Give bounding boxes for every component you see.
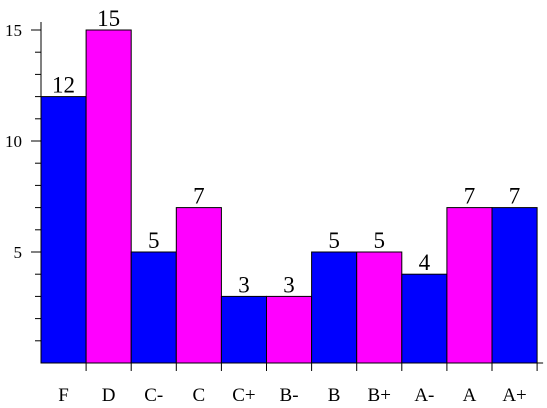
x-tick-label-B+: B+ <box>368 385 391 406</box>
bar-C <box>175 207 222 364</box>
bar-B+ <box>356 251 403 364</box>
bar-D <box>85 29 132 364</box>
data-label-F: 12 <box>52 73 75 98</box>
data-labels-group: 12 15 5 7 3 3 5 5 4 7 7 <box>52 6 520 297</box>
bar-A- <box>401 273 448 364</box>
data-label-C-: 5 <box>148 228 160 253</box>
axes-group <box>40 22 544 364</box>
x-tick-label-C: C <box>193 385 206 406</box>
bar-A+ <box>491 207 538 364</box>
bar-C- <box>130 251 177 364</box>
x-tick-label-C+: C+ <box>232 385 255 406</box>
bar-B <box>311 251 358 364</box>
bars-group <box>40 29 538 364</box>
y-tick-label-5: 5 <box>14 243 23 262</box>
x-tick-label-B: B <box>328 385 341 406</box>
y-tick-label-10: 10 <box>5 132 22 151</box>
data-label-D: 15 <box>97 6 120 31</box>
data-label-A-: 4 <box>419 250 431 275</box>
x-tick-label-F: F <box>58 385 69 406</box>
x-tick-label-D: D <box>102 385 116 406</box>
data-label-B+: 5 <box>374 228 386 253</box>
x-tick-label-A: A <box>463 385 477 406</box>
data-label-B-: 3 <box>283 272 295 297</box>
x-ticks-group: F D C- C C+ B- B B+ A- A A+ <box>58 363 538 406</box>
data-label-C: 7 <box>193 184 205 209</box>
x-tick-label-C-: C- <box>144 385 163 406</box>
x-tick-label-B-: B- <box>280 385 299 406</box>
data-label-A: 7 <box>464 184 476 209</box>
x-tick-label-A-: A- <box>414 385 434 406</box>
data-label-B: 5 <box>328 228 340 253</box>
x-tick-label-A+: A+ <box>502 385 526 406</box>
data-label-C+: 3 <box>238 272 250 297</box>
y-tick-label-15: 15 <box>5 21 22 40</box>
bar-B- <box>266 295 313 364</box>
bar-A <box>446 207 493 364</box>
bar-F <box>40 96 87 364</box>
y-ticks-group: 5 10 15 <box>5 21 41 342</box>
bar-C+ <box>220 295 267 364</box>
data-label-A+: 7 <box>509 184 521 209</box>
